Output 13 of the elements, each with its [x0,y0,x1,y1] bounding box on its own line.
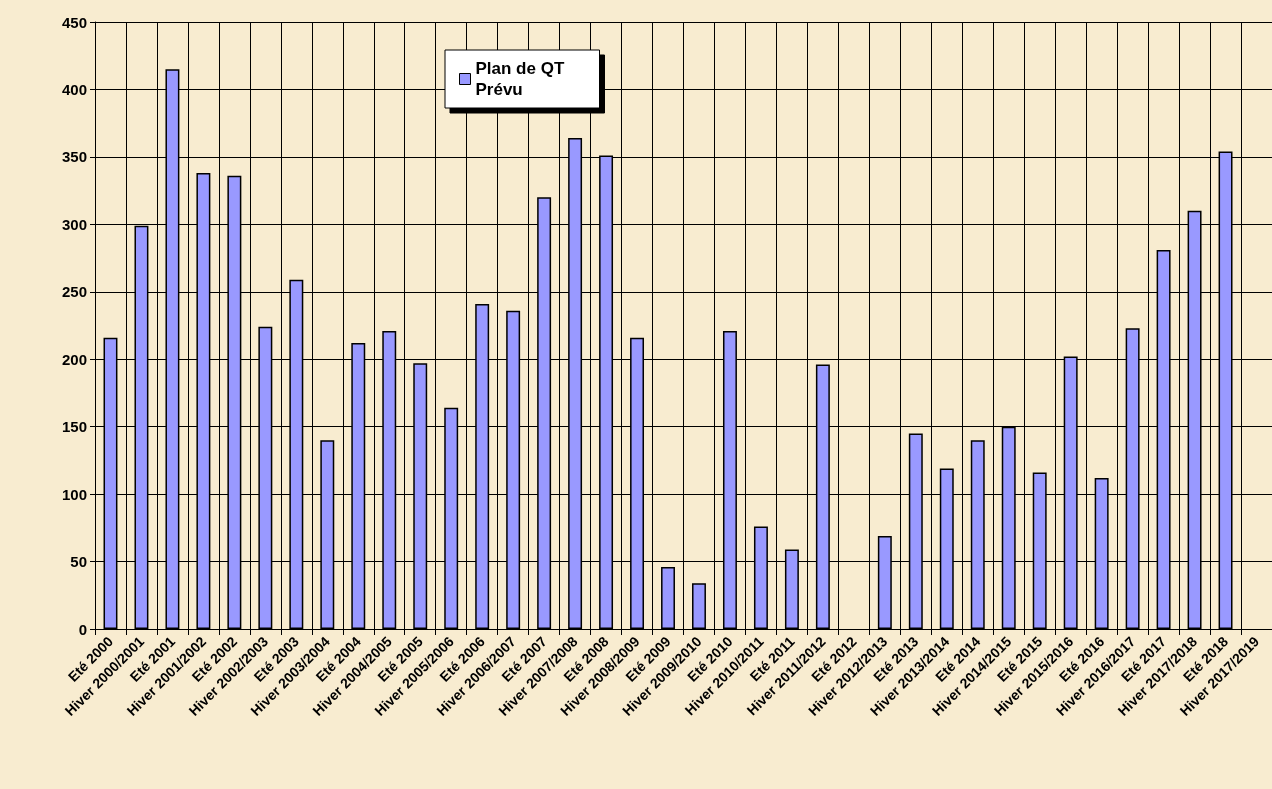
y-tick-label: 150 [61,418,87,436]
y-tick-label: 300 [61,215,87,233]
y-tick-label: 400 [61,80,87,98]
bar [661,566,675,629]
y-tick-label: 100 [61,485,87,503]
y-tick-label: 0 [78,620,87,638]
y-tick-label: 350 [61,148,87,166]
legend-label: Plan de QT Prévu [475,59,570,99]
y-tick-label: 450 [61,13,87,31]
y-tick-label: 50 [70,553,87,571]
y-tick-label: 200 [61,350,87,368]
bar [692,583,706,629]
y-tick-label: 250 [61,283,87,301]
